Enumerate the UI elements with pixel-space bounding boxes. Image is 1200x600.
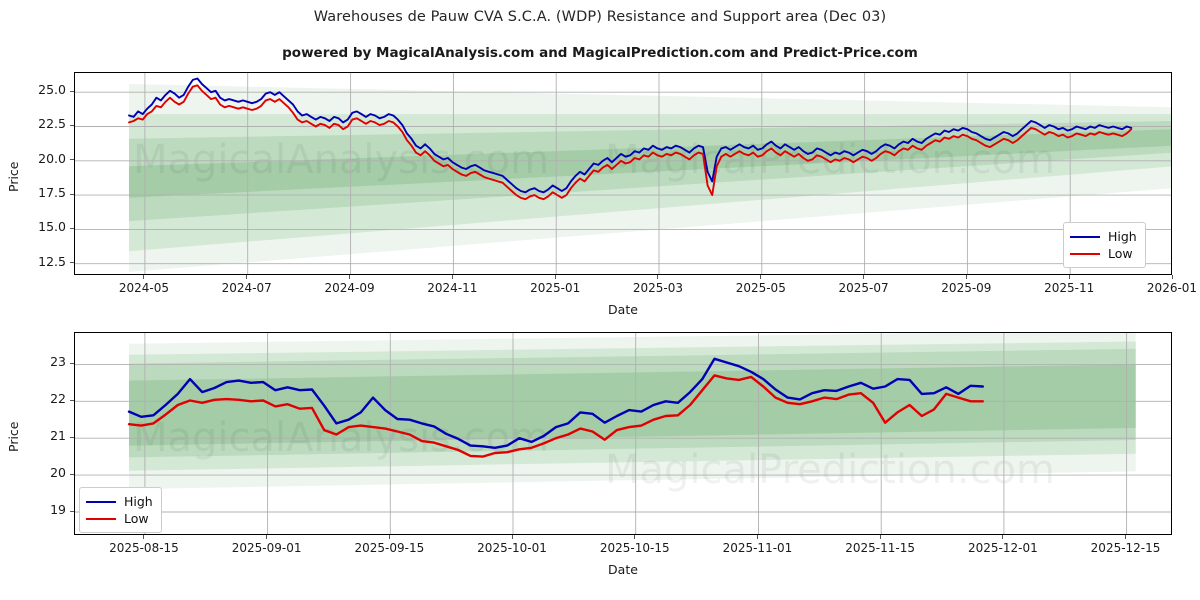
detail-legend-label: High: [124, 494, 153, 509]
detail-x-tick-mark: [266, 535, 268, 539]
overview-y-tick-mark: [70, 124, 74, 126]
detail-legend-swatch-low: [86, 517, 116, 520]
detail-y-axis-title: Price: [6, 421, 21, 452]
overview-x-tick-label: 2025-07: [838, 281, 889, 295]
overview-x-tick-label: 2025-11: [1044, 281, 1095, 295]
detail-x-tick-mark: [879, 535, 881, 539]
detail-legend-item-low[interactable]: Low: [86, 510, 153, 527]
overview-y-tick-label: 22.5: [38, 116, 66, 132]
detail-y-tick-label: 21: [50, 428, 66, 444]
detail-y-tick-label: 20: [50, 465, 66, 481]
overview-x-tick-mark: [143, 275, 145, 279]
overview-x-axis-title: Date: [608, 302, 638, 317]
overview-y-tick-mark: [70, 227, 74, 229]
detail-x-tick-mark: [143, 535, 145, 539]
overview-y-tick-mark: [70, 90, 74, 92]
overview-watermark: MagicalPrediction.com: [605, 137, 1055, 183]
detail-y-tick-label: 23: [50, 354, 66, 370]
overview-legend-label: High: [1108, 229, 1137, 244]
overview-x-tick-mark: [657, 275, 659, 279]
detail-y-tick-label: 22: [50, 391, 66, 407]
detail-x-tick-mark: [511, 535, 513, 539]
detail-y-tick-label: 19: [50, 502, 66, 517]
detail-legend-swatch-high: [86, 500, 116, 503]
overview-x-tick-mark: [451, 275, 453, 279]
overview-x-tick-mark: [1171, 275, 1173, 279]
detail-x-tick-mark: [1125, 535, 1127, 539]
detail-x-tick-mark: [634, 535, 636, 539]
overview-x-tick-label: 2024-07: [221, 281, 272, 295]
overview-legend-item-high[interactable]: High: [1070, 228, 1137, 245]
overview-legend[interactable]: High Low: [1063, 222, 1146, 268]
overview-x-tick-label: 2025-09: [941, 281, 992, 295]
overview-legend-swatch-low: [1070, 252, 1100, 255]
detail-x-tick-label: 2025-08-15: [109, 541, 179, 555]
detail-x-tick-label: 2025-09-01: [231, 541, 302, 555]
detail-legend-item-high[interactable]: High: [86, 493, 153, 510]
detail-legend[interactable]: High Low: [79, 487, 162, 533]
overview-x-tick-label: 2025-03: [632, 281, 684, 295]
overview-plot-svg: MagicalAnalysis.com MagicalPrediction.com: [75, 73, 1171, 274]
detail-band-mid: [129, 348, 1136, 458]
detail-band-core: [129, 364, 1136, 446]
overview-y-tick-mark: [70, 262, 74, 264]
detail-x-tick-label: 2025-12-15: [1090, 541, 1161, 555]
overview-y-tick-mark: [70, 193, 74, 195]
overview-x-tick-mark: [349, 275, 351, 279]
detail-plot-area: MagicalAnalysis.com MagicalPrediction.com: [74, 332, 1172, 535]
detail-x-tick-label: 2025-11-01: [722, 541, 793, 555]
overview-y-tick-label: 17.5: [38, 185, 66, 201]
overview-x-tick-label: 2025-05: [735, 281, 786, 295]
detail-y-tick-mark: [70, 362, 74, 364]
detail-x-tick-label: 2025-09-15: [354, 541, 425, 555]
detail-series-low: [127, 374, 984, 458]
overview-y-tick-label: 25.0: [38, 82, 66, 98]
overview-y-tick-label: 15.0: [38, 219, 66, 235]
overview-plot-area: MagicalAnalysis.com MagicalPrediction.com: [74, 72, 1172, 275]
detail-x-axis-title: Date: [608, 562, 638, 577]
overview-x-tick-label: 2024-05: [118, 281, 169, 295]
detail-x-tick-mark: [756, 535, 758, 539]
detail-watermark: MagicalPrediction.com: [605, 447, 1055, 493]
overview-x-tick-mark: [965, 275, 967, 279]
overview-band-mid: [129, 121, 1171, 222]
overview-y-tick-mark: [70, 159, 74, 161]
overview-x-tick-mark: [554, 275, 556, 279]
detail-x-tick-mark: [1002, 535, 1004, 539]
overview-legend-label: Low: [1108, 246, 1133, 261]
detail-x-tick-label: 2025-10-15: [599, 541, 670, 555]
overview-legend-item-low[interactable]: Low: [1070, 245, 1137, 262]
detail-x-tick-mark: [388, 535, 390, 539]
overview-x-tick-mark: [246, 275, 248, 279]
detail-legend-label: Low: [124, 511, 149, 526]
overview-legend-swatch-high: [1070, 235, 1100, 238]
detail-y-tick-mark: [70, 399, 74, 401]
overview-x-tick-label: 2026-01: [1146, 281, 1198, 295]
overview-band-outermost: [129, 84, 1171, 272]
detail-y-tick-mark: [70, 436, 74, 438]
detail-x-tick-label: 2025-11-15: [845, 541, 916, 555]
overview-y-tick-label: 12.5: [38, 253, 66, 269]
page-title: Warehouses de Pauw CVA S.C.A. (WDP) Resi…: [313, 9, 887, 25]
detail-y-tick-mark: [70, 473, 74, 475]
overview-x-tick-mark: [863, 275, 865, 279]
detail-x-tick-label: 2025-10-01: [477, 541, 547, 555]
overview-y-tick-label: 20.0: [38, 150, 66, 166]
overview-x-tick-label: 2024-11: [427, 281, 478, 295]
overview-x-tick-label: 2025-01: [530, 281, 581, 295]
overview-x-tick-mark: [760, 275, 762, 279]
detail-x-tick-label: 2025-12-01: [967, 541, 1038, 555]
overview-x-tick-mark: [1068, 275, 1070, 279]
detail-y-tick-mark: [70, 510, 74, 512]
overview-x-tick-label: 2024-09: [324, 281, 375, 295]
detail-series-high: [127, 357, 984, 450]
overview-series-high: [128, 77, 1133, 194]
overview-series-low: [128, 84, 1133, 201]
page-subtitle: powered by MagicalAnalysis.com and Magic…: [282, 45, 918, 61]
